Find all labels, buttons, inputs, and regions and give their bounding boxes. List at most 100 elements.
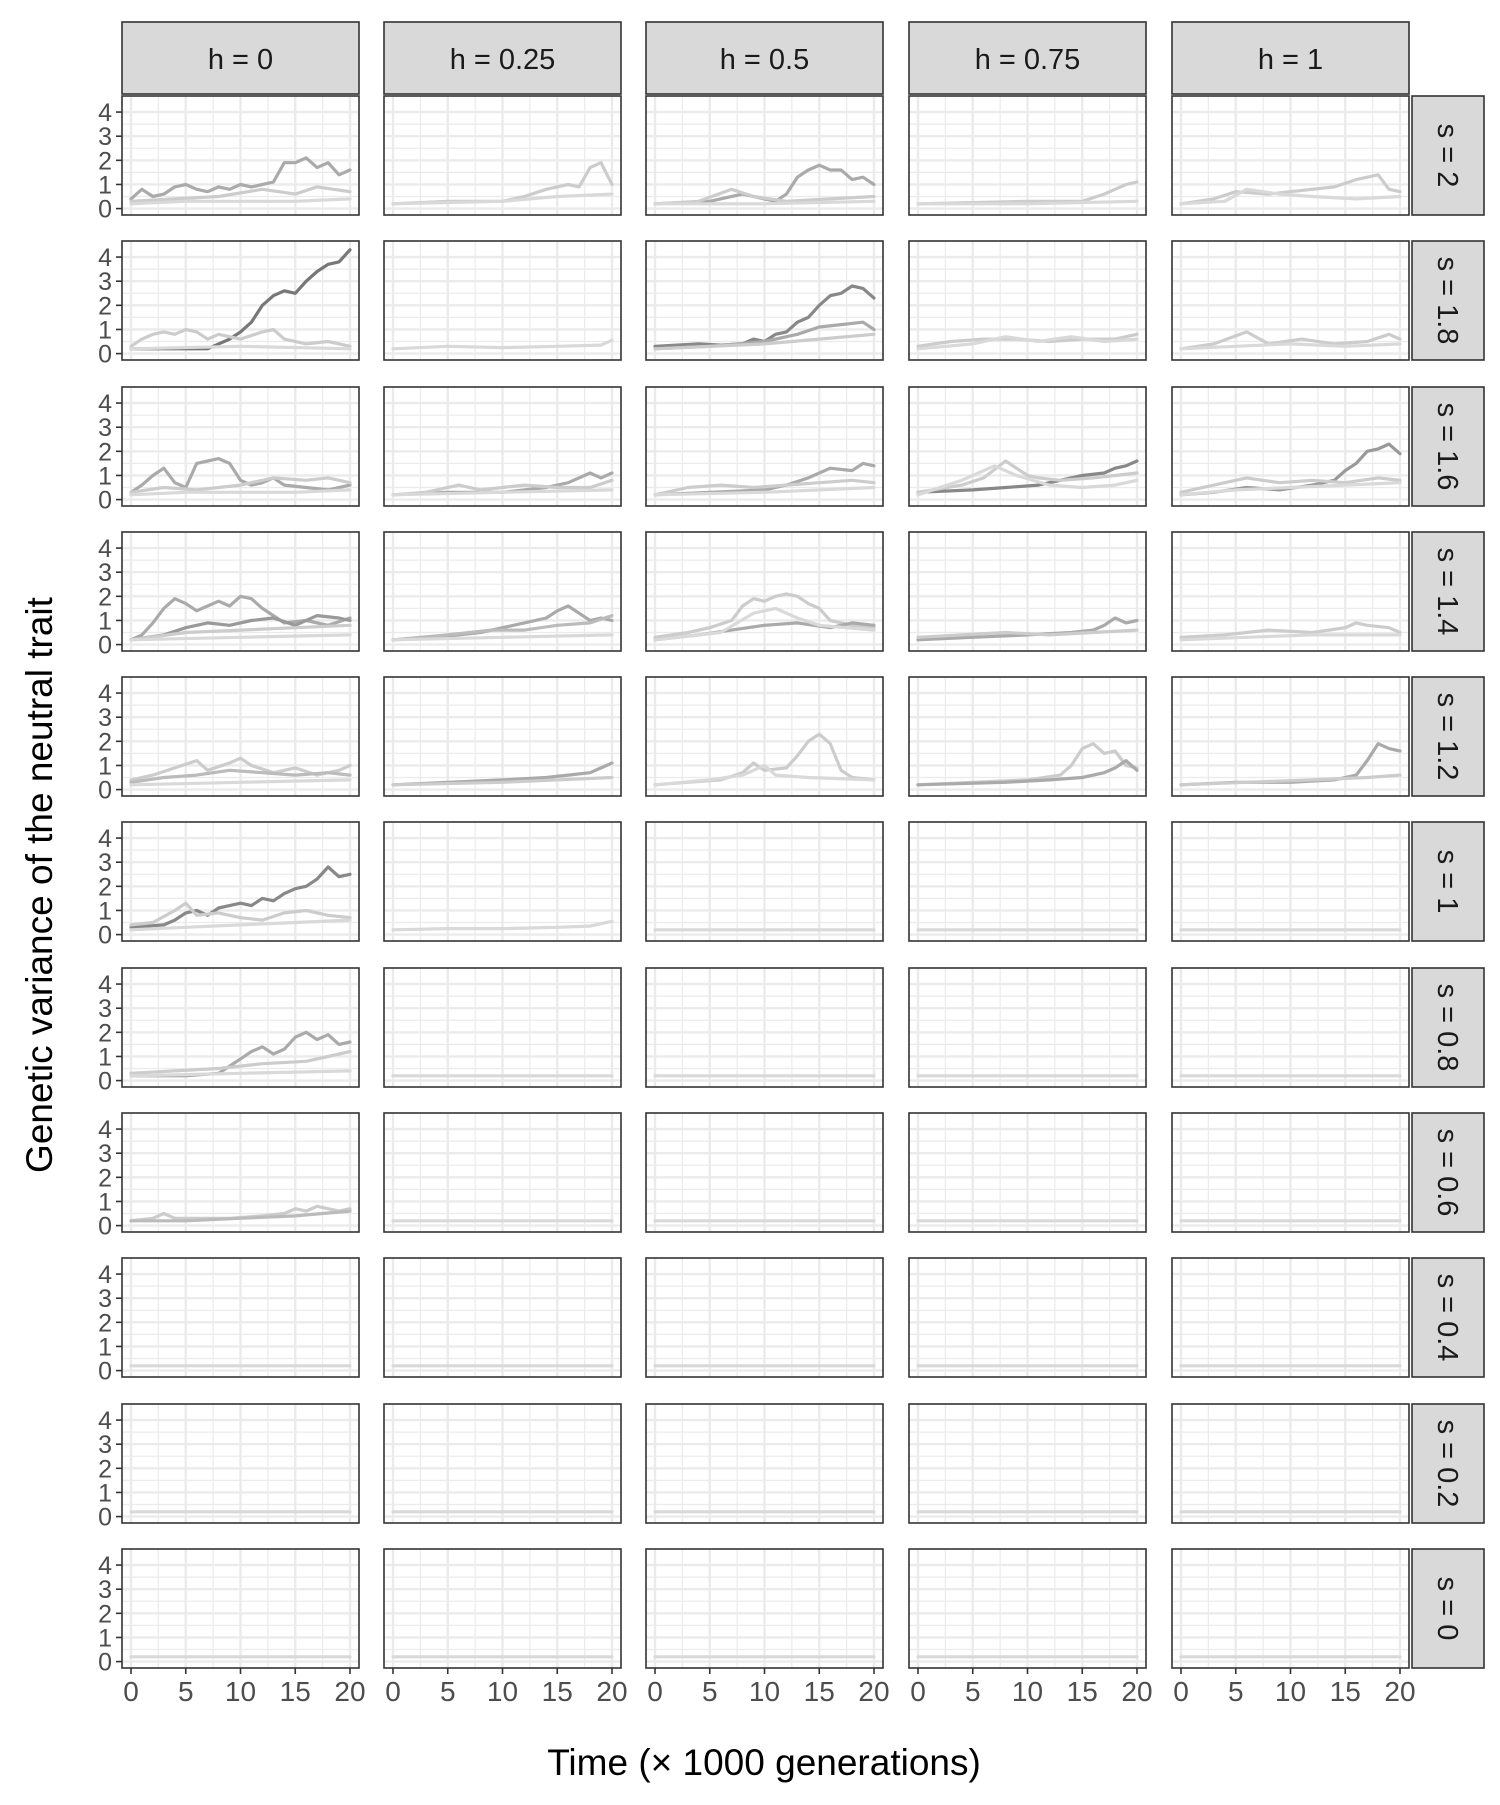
axes-layer: 0123401234012340123401234012340123401234…	[98, 99, 1415, 1707]
y-tick-label: 4	[98, 680, 112, 708]
series-line	[1179, 633, 1402, 642]
y-tick-label: 0	[98, 922, 112, 950]
y-tick-label: 4	[98, 825, 112, 853]
panel-frame	[908, 531, 1147, 652]
y-tick-label: 2	[98, 1600, 112, 1628]
panel-frame	[1171, 821, 1410, 942]
series-line	[653, 592, 876, 639]
x-tick-label: 20	[858, 1676, 889, 1707]
series-line	[129, 344, 352, 351]
y-tick-label: 2	[98, 873, 112, 901]
panel-frame	[121, 821, 360, 942]
y-tick-label: 3	[98, 1140, 112, 1168]
y-tick-label: 0	[98, 341, 112, 369]
series-line	[129, 476, 352, 494]
series-line	[129, 1049, 352, 1075]
x-tick-label: 10	[1275, 1676, 1306, 1707]
series-line	[129, 901, 352, 927]
panel-frame	[383, 1112, 622, 1233]
row-strip-label: s = 1.6	[1431, 403, 1463, 491]
panel-frame	[383, 240, 622, 361]
series-line	[1179, 187, 1402, 206]
y-tick-label: 3	[98, 995, 112, 1023]
row-strip-label: s = 1.4	[1431, 548, 1463, 636]
y-tick-label: 1	[98, 897, 112, 925]
series-line	[129, 623, 352, 642]
series-line	[1179, 476, 1402, 494]
y-tick-label: 0	[98, 196, 112, 224]
panel-frame	[908, 676, 1147, 797]
panel-frame	[908, 967, 1147, 1088]
panel-frame	[383, 821, 622, 942]
y-tick-label: 1	[98, 462, 112, 490]
panel-frame	[1171, 531, 1410, 652]
panel-frame	[383, 1257, 622, 1378]
panel-frame	[121, 1403, 360, 1524]
y-tick-label: 1	[98, 607, 112, 635]
row-strip	[1411, 386, 1485, 507]
panel-frame	[383, 386, 622, 507]
x-tick-label: 10	[749, 1676, 780, 1707]
x-tick-label: 20	[1121, 1676, 1152, 1707]
row-strip-label: s = 0.4	[1431, 1274, 1463, 1362]
x-tick-label: 10	[225, 1676, 256, 1707]
panel-frame	[645, 95, 884, 216]
row-strip	[1411, 676, 1485, 797]
y-tick-label: 1	[98, 752, 112, 780]
x-tick-label: 5	[965, 1676, 981, 1707]
row-strip-label: s = 1.2	[1431, 693, 1463, 781]
series-line	[653, 763, 876, 787]
series-line	[653, 478, 876, 497]
x-tick-label: 10	[1012, 1676, 1043, 1707]
column-strip	[645, 21, 884, 95]
series-line	[1179, 481, 1402, 497]
y-tick-label: 1	[98, 1333, 112, 1361]
series-line	[391, 478, 614, 497]
panel-frame	[645, 531, 884, 652]
x-tick-label: 15	[804, 1676, 835, 1707]
y-tick-label: 1	[98, 1624, 112, 1652]
series-line	[129, 1209, 352, 1223]
y-tick-label: 2	[98, 583, 112, 611]
y-tick-label: 4	[98, 535, 112, 563]
panel-frame	[1171, 1112, 1410, 1233]
series-line	[653, 485, 876, 497]
series-line	[391, 613, 614, 642]
series-line	[391, 633, 614, 642]
y-tick-label: 1	[98, 1188, 112, 1216]
series-line	[916, 758, 1139, 787]
y-tick-label: 2	[98, 1455, 112, 1483]
y-axis-title: Genetic variance of the neutral trait	[19, 596, 60, 1173]
series-line	[653, 332, 876, 351]
y-tick-label: 2	[98, 438, 112, 466]
panel-frame	[383, 531, 622, 652]
row-strip	[1411, 95, 1485, 216]
panel-frame	[1171, 240, 1410, 361]
x-tick-label: 10	[487, 1676, 518, 1707]
panel-frame	[908, 240, 1147, 361]
y-tick-label: 3	[98, 704, 112, 732]
column-strip-label: h = 0	[208, 44, 273, 76]
y-tick-label: 3	[98, 123, 112, 151]
row-strip-label: s = 1	[1431, 850, 1463, 914]
row-strip	[1411, 1112, 1485, 1233]
panel-frame	[908, 386, 1147, 507]
panel-frame	[908, 1112, 1147, 1233]
x-tick-label: 20	[596, 1676, 627, 1707]
series-line	[653, 187, 876, 206]
x-tick-label: 5	[178, 1676, 194, 1707]
column-strip	[383, 21, 622, 95]
column-strip	[908, 21, 1147, 95]
series-lines-layer	[129, 156, 1402, 1659]
x-tick-label: 15	[1067, 1676, 1098, 1707]
panel-frame	[1171, 95, 1410, 216]
series-line	[916, 628, 1139, 639]
row-strip-label: s = 2	[1431, 124, 1463, 188]
panel-frame	[1171, 676, 1410, 797]
series-line	[1179, 173, 1402, 206]
column-strip-label: h = 0.75	[975, 44, 1081, 76]
y-tick-label: 4	[98, 971, 112, 999]
